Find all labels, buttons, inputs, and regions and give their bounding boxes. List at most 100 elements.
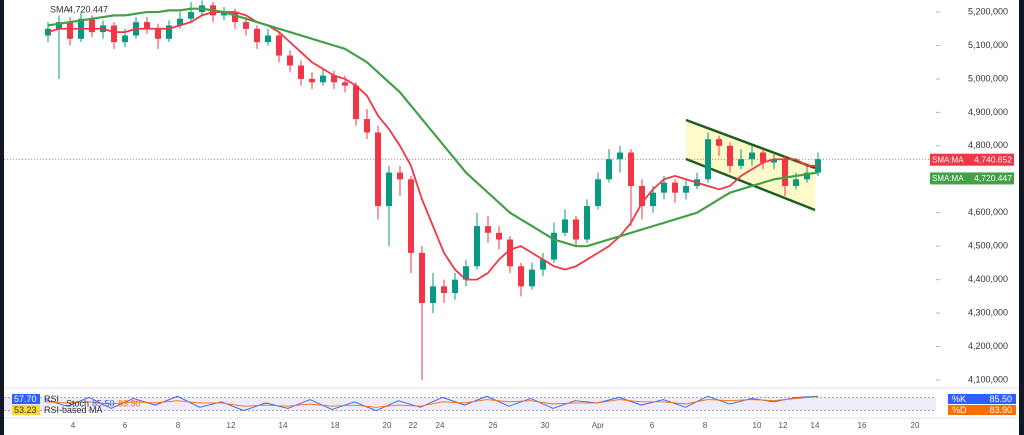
candle-body [45, 28, 51, 36]
x-tick-label: 10 [753, 421, 762, 430]
candle-body [474, 226, 480, 267]
d-badge [948, 405, 1016, 415]
price-badge [930, 172, 1014, 185]
candle-body [430, 286, 436, 304]
stoch-line [44, 395, 819, 412]
y-tick-label: 4,100,000 [968, 374, 1008, 384]
x-tick-label: 8 [703, 421, 708, 430]
y-tick-label: 5,200,000 [968, 6, 1008, 16]
x-tick-label: 6 [123, 421, 128, 430]
x-tick-label: 24 [436, 421, 445, 430]
x-tick-label: 4 [71, 421, 76, 430]
candle-body [408, 179, 414, 253]
legend-value: 4,720.447 [68, 4, 108, 14]
x-tick-label: Apr [592, 421, 605, 430]
candle-body [56, 22, 62, 29]
candle-body [617, 152, 623, 160]
candle-body [243, 22, 249, 29]
rsi-name: RSI [44, 394, 59, 404]
candle-body [188, 12, 194, 19]
candle-body [155, 28, 161, 39]
rsi-ma-name: RSI-based MA [44, 405, 103, 415]
stoch-band [4, 397, 936, 411]
rsi-ma-value: 53.23 [14, 405, 37, 415]
candle-body [144, 22, 150, 29]
ma-line [47, 7, 819, 248]
candle-body [298, 65, 304, 79]
rsi-value: 57.70 [14, 394, 37, 404]
candle-body [507, 239, 513, 267]
x-tick-label: 12 [227, 421, 236, 430]
candle-body [276, 35, 282, 56]
y-tick-label: 4,900,000 [968, 107, 1008, 117]
ma-line [47, 11, 819, 281]
candle-body [705, 139, 711, 180]
candle-body [804, 172, 810, 180]
badge-value: 4,740.652 [974, 154, 1012, 164]
x-tick-label: 20 [911, 421, 920, 430]
candle-body [375, 132, 381, 207]
stoch-name: Stoch [66, 398, 89, 408]
candle-body [331, 75, 337, 83]
stoch-line [44, 396, 819, 408]
rsi-badge [12, 394, 40, 404]
d-name: %D [952, 405, 967, 415]
badge-value: 4,720.447 [974, 173, 1012, 183]
x-tick-label: 14 [811, 421, 820, 430]
candle-body [485, 226, 491, 233]
legend-name: SMA [50, 4, 70, 14]
k-value: 85.50 [989, 394, 1012, 404]
left-edge [0, 0, 4, 435]
y-tick-label: 4,200,000 [968, 341, 1008, 351]
candle-body [254, 28, 260, 43]
marks: 4,100,000 4,200,000 4,300,000 4,400,000 4,50… [4, 0, 1014, 430]
candle-body [749, 152, 755, 160]
y-tick-label: 5,100,000 [968, 40, 1008, 50]
candle-body [529, 269, 535, 287]
candle-body [595, 179, 601, 207]
x-tick-label: 20 [383, 421, 392, 430]
candle-body [496, 232, 502, 240]
candle-body [441, 286, 447, 294]
candle-body [419, 252, 425, 304]
x-tick-label: 18 [331, 421, 340, 430]
candle-body [771, 159, 777, 163]
candle-body [232, 12, 238, 23]
y-tick-label: 4,600,000 [968, 207, 1008, 217]
candle-body [540, 259, 546, 270]
candle-body [738, 159, 744, 166]
candle-body [782, 159, 788, 186]
candle-body [353, 85, 359, 120]
candle-body [683, 185, 689, 193]
candle-body [628, 152, 634, 186]
candle-body [727, 145, 733, 166]
rsi-ma-badge [12, 405, 40, 415]
x-tick-label: 6 [650, 421, 655, 430]
candle-body [518, 266, 524, 287]
y-tick-label: 4,500,000 [968, 241, 1008, 251]
x-tick-label: 14 [279, 421, 288, 430]
candle-body [760, 152, 766, 163]
candle-body [320, 75, 326, 83]
x-tick-label: 26 [489, 421, 498, 430]
candle-body [463, 266, 469, 280]
candle-body [166, 25, 172, 39]
k-badge [948, 394, 1016, 404]
candle-body [672, 182, 678, 193]
y-tick-label: 4,400,000 [968, 274, 1008, 284]
candle-body [639, 185, 645, 207]
candle-body [452, 279, 458, 294]
candle-body [287, 55, 293, 66]
candle-body [342, 82, 348, 86]
candle-body [551, 232, 557, 260]
right-edge [1019, 0, 1024, 435]
candle-body [397, 172, 403, 180]
candle-body [573, 219, 579, 240]
candle-body [650, 192, 656, 207]
candle-body [606, 159, 612, 180]
x-tick-label: 22 [409, 421, 418, 430]
candle-body [793, 179, 799, 186]
candle-body [562, 219, 568, 233]
